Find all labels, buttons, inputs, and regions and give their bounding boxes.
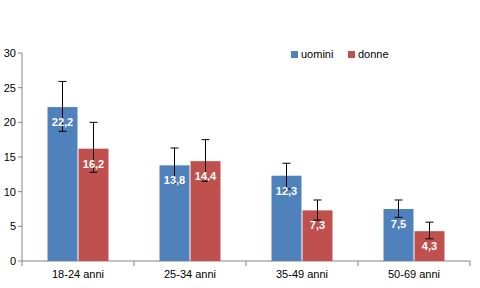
data-label: 22,2 [52, 116, 73, 128]
bar [79, 149, 109, 261]
data-label: 12,3 [276, 185, 297, 197]
y-tick-label: 5 [10, 220, 16, 232]
y-tick-label: 25 [4, 82, 16, 94]
data-label: 4,3 [422, 240, 437, 252]
error-cap [59, 81, 67, 82]
y-tick [18, 53, 22, 54]
legend-swatch [348, 51, 355, 58]
error-bar [395, 200, 403, 217]
data-label: 16,2 [83, 158, 104, 170]
error-cap [202, 139, 210, 140]
data-labels: 22,2 13,8 12,3 7,5 16,2 14,4 7,3 4,3 [52, 116, 437, 252]
x-tick-label: 35-49 anni [276, 268, 328, 280]
error-cap [90, 172, 98, 173]
data-label: 7,5 [391, 218, 406, 230]
chart: 0 5 10 15 20 25 30 18-24 anni 25-34 anni 35-49 an… [0, 0, 480, 288]
error-bar [314, 200, 322, 220]
error-stem [429, 222, 430, 239]
x-tick-label: 25-34 anni [164, 268, 216, 280]
y-tick [18, 157, 22, 158]
error-cap [314, 199, 322, 200]
legend-swatch [291, 51, 298, 58]
y-axis [22, 53, 23, 261]
error-cap [426, 238, 434, 239]
plot-marks [48, 81, 445, 261]
bar [272, 176, 302, 261]
error-cap [90, 122, 98, 123]
y-tick-label: 30 [4, 47, 16, 59]
data-label: 14,4 [195, 170, 217, 182]
y-tick-label: 20 [4, 116, 16, 128]
y-tick [18, 191, 22, 192]
y-tick [18, 261, 22, 262]
error-cap [59, 131, 67, 132]
legend-label: uomini [301, 48, 333, 60]
error-stem [398, 200, 399, 217]
x-tick [470, 261, 471, 266]
data-label: 13,8 [164, 174, 185, 186]
error-cap [171, 147, 179, 148]
y-tick-label: 0 [10, 255, 16, 267]
bar [160, 165, 190, 261]
data-label: 7,3 [310, 219, 325, 231]
y-tick [18, 226, 22, 227]
x-tick-label: 18-24 anni [52, 268, 104, 280]
error-cap [395, 199, 403, 200]
error-bar [426, 222, 434, 239]
y-tick [18, 122, 22, 123]
error-cap [426, 222, 434, 223]
x-tick [358, 261, 359, 266]
x-tick [22, 261, 23, 266]
legend-label: donne [358, 48, 389, 60]
x-tick [246, 261, 247, 266]
x-tick [134, 261, 135, 266]
x-tick-label: 50-69 anni [388, 268, 440, 280]
y-tick [18, 87, 22, 88]
bar [191, 161, 221, 261]
y-tick-label: 10 [4, 186, 16, 198]
y-tick-label: 15 [4, 151, 16, 163]
error-stem [317, 200, 318, 220]
error-cap [283, 163, 291, 164]
